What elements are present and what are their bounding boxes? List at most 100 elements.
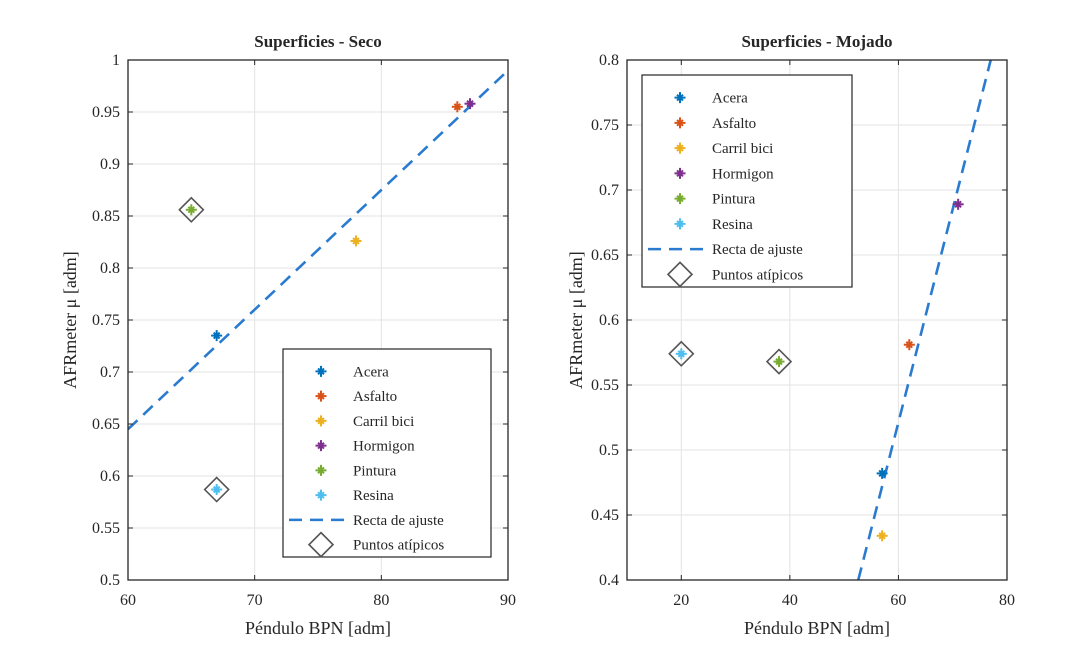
point-carril-bici xyxy=(876,530,888,542)
chart-1: 20 40 60 80 0.4 0.45 0.5 0.55 0.6 0.65 0.7 0.75 0.8 S… xyxy=(566,32,1015,638)
marker-core xyxy=(677,95,683,101)
legend-label: Carril bici xyxy=(712,141,773,157)
marker-core xyxy=(678,351,684,357)
point-acera xyxy=(876,467,888,479)
marker-core xyxy=(318,368,324,374)
x-tick-label: 60 xyxy=(890,592,906,609)
legend-label: Pintura xyxy=(353,463,397,479)
marker-core xyxy=(879,470,885,476)
fit-line xyxy=(856,60,992,580)
legend-marker xyxy=(315,489,327,501)
chart-0: 60 70 80 90 0.5 0.55 0.6 0.65 0.7 0.75 0.8 0.85 0.9 0… xyxy=(60,32,516,638)
legend-label: Puntos atípicos xyxy=(353,538,444,554)
x-tick-label: 60 xyxy=(120,592,136,609)
y-tick-label: 0.95 xyxy=(92,104,120,121)
legend-diamond xyxy=(307,531,335,558)
y-tick-label: 0.55 xyxy=(92,520,120,537)
point-asfalto xyxy=(451,101,463,113)
point-resina xyxy=(211,484,223,496)
y-tick-label: 0.5 xyxy=(599,442,619,459)
legend-box xyxy=(641,74,853,288)
y-tick-label: 0.75 xyxy=(92,312,120,329)
legend-label: Carril bici xyxy=(353,414,414,430)
legend-marker xyxy=(674,117,686,129)
outlier-diamond xyxy=(203,476,230,503)
legend-marker xyxy=(674,142,686,154)
y-tick-label: 0.65 xyxy=(591,247,619,264)
marker-core xyxy=(677,170,683,176)
legend-marker xyxy=(674,193,686,205)
legend-label: Hormigon xyxy=(712,166,774,182)
legend-label: Hormigon xyxy=(353,439,415,455)
y-axis-label: AFRmeter μ [adm] xyxy=(60,251,80,389)
marker-core xyxy=(677,120,683,126)
x-tick-label: 70 xyxy=(247,592,263,609)
point-carril-bici xyxy=(350,235,362,247)
fit-line xyxy=(128,69,508,431)
y-tick-label: 0.6 xyxy=(100,468,120,485)
y-tick-label: 1 xyxy=(112,52,120,69)
y-tick-label: 0.65 xyxy=(92,416,120,433)
outlier-diamond xyxy=(668,340,695,367)
marker-core xyxy=(214,487,220,493)
legend-label: Resina xyxy=(353,488,394,504)
marker-core xyxy=(906,342,912,348)
y-tick-label: 0.4 xyxy=(599,572,619,589)
y-tick-label: 0.85 xyxy=(92,208,120,225)
outlier-diamond xyxy=(178,196,205,223)
x-tick-label: 40 xyxy=(782,592,798,609)
marker-core xyxy=(214,333,220,339)
legend-label: Acera xyxy=(353,364,389,380)
legend-label: Asfalto xyxy=(712,116,756,132)
legend: Acera Asfalto Carril bici Hormigon Pintura Re… xyxy=(641,74,853,288)
legend-marker xyxy=(315,365,327,377)
point-acera xyxy=(211,330,223,342)
y-tick-label: 0.75 xyxy=(591,117,619,134)
marker-core xyxy=(318,443,324,449)
marker-core xyxy=(318,467,324,473)
outlier-diamond xyxy=(765,348,793,375)
legend-marker xyxy=(315,390,327,402)
point-asfalto xyxy=(903,339,915,351)
y-tick-label: 0.55 xyxy=(591,377,619,394)
x-tick-label: 20 xyxy=(673,592,689,609)
x-tick-label: 80 xyxy=(999,592,1015,609)
y-axis-label: AFRmeter μ [adm] xyxy=(566,251,586,389)
marker-core xyxy=(318,492,324,498)
legend-label: Pintura xyxy=(712,192,756,208)
legend: Acera Asfalto Carril bici Hormigon Pintura Re… xyxy=(282,348,492,558)
point-hormigon xyxy=(464,98,476,110)
marker-core xyxy=(879,533,885,539)
marker-core xyxy=(677,145,683,151)
marker-core xyxy=(454,104,460,110)
legend-box xyxy=(282,348,492,558)
chart-title: Superficies - Seco xyxy=(254,32,381,51)
legend-marker xyxy=(315,415,327,427)
y-tick-label: 0.9 xyxy=(100,156,120,173)
point-hormigon xyxy=(952,198,964,210)
x-axis-label: Péndulo BPN [adm] xyxy=(245,618,391,638)
legend-label: Recta de ajuste xyxy=(353,513,444,529)
marker-core xyxy=(955,201,961,207)
chart-title: Superficies - Mojado xyxy=(741,32,892,51)
y-tick-label: 0.7 xyxy=(599,182,619,199)
legend-label: Resina xyxy=(712,217,753,233)
marker-core xyxy=(318,418,324,424)
marker-core xyxy=(467,101,473,107)
legend-marker xyxy=(674,167,686,179)
legend-label: Recta de ajuste xyxy=(712,242,803,258)
point-pintura xyxy=(185,204,197,216)
legend-diamond xyxy=(666,261,694,288)
legend-marker xyxy=(674,218,686,230)
y-tick-label: 0.45 xyxy=(591,507,619,524)
marker-core xyxy=(188,207,194,213)
marker-core xyxy=(677,221,683,227)
x-tick-label: 90 xyxy=(500,592,516,609)
x-axis-label: Péndulo BPN [adm] xyxy=(744,618,890,638)
marker-core xyxy=(353,238,359,244)
legend-marker xyxy=(674,92,686,104)
y-tick-label: 0.7 xyxy=(100,364,120,381)
y-tick-label: 0.6 xyxy=(599,312,619,329)
marker-core xyxy=(318,393,324,399)
